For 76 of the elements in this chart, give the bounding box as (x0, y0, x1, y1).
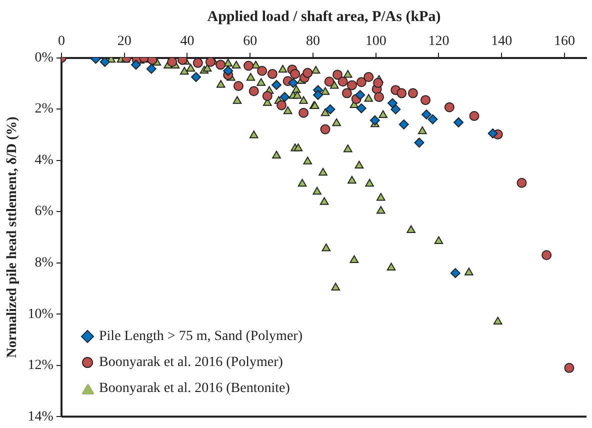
y-tick-label: 6% (34, 204, 54, 220)
x-axis-title: Applied load / shaft area, P/As (kPa) (207, 8, 441, 25)
point (267, 68, 278, 79)
point (450, 268, 460, 278)
x-tick-label: 80 (306, 34, 320, 50)
point (444, 102, 454, 112)
y-tick-label: 4% (34, 152, 54, 168)
point (223, 66, 234, 76)
y-tick-label: 0% (34, 50, 54, 66)
x-tick-label: 100 (365, 34, 386, 50)
point (388, 98, 398, 108)
y-tick-label: 14% (28, 409, 54, 424)
point (298, 108, 309, 118)
point (469, 110, 480, 121)
point (356, 103, 366, 114)
point (332, 70, 342, 80)
point (146, 64, 156, 74)
point (355, 90, 366, 100)
point (488, 128, 498, 138)
y-tick-label: 2% (34, 102, 54, 117)
y-axis-title: Normalized pile head sttlement, δ/D (%) (5, 116, 20, 358)
point (276, 100, 287, 110)
point (390, 104, 401, 114)
legend-label: Boonyarak et al. 2016 (Polymer) (99, 355, 283, 370)
x-tick-label: 140 (491, 34, 512, 50)
point (167, 58, 178, 67)
point (542, 250, 552, 260)
point (100, 58, 110, 67)
point (262, 90, 272, 101)
point (454, 117, 464, 128)
point (280, 92, 290, 102)
legend-label: Boonyarak et al. 2016 (Bentonite) (99, 381, 290, 396)
x-tick-label: 160 (554, 34, 575, 50)
x-tick-label: 20 (117, 34, 132, 50)
point (346, 80, 357, 90)
point (408, 88, 418, 98)
point (338, 76, 348, 87)
point (324, 76, 334, 87)
point (290, 68, 300, 79)
legend-label: Pile Length > 75 m, Sand (Polymer) (99, 329, 302, 344)
point (244, 60, 254, 71)
point (205, 58, 216, 67)
point (302, 68, 313, 78)
point (428, 114, 438, 124)
point (130, 60, 141, 70)
y-tick-label: 8% (34, 256, 54, 270)
point (420, 95, 431, 106)
y-tick-label: 10% (28, 306, 54, 322)
point (398, 119, 409, 130)
x-tick-label: 40 (180, 34, 194, 50)
point (364, 72, 374, 82)
x-tick-label: 60 (243, 34, 258, 50)
point (192, 58, 203, 68)
x-tick-label: 120 (428, 34, 450, 50)
point (248, 86, 259, 96)
point (356, 77, 366, 88)
point (288, 78, 298, 88)
point (216, 60, 226, 70)
point (373, 78, 384, 88)
y-tick-label: 12% (28, 358, 54, 374)
point (233, 80, 244, 91)
point (257, 66, 268, 76)
point (272, 80, 282, 90)
point (313, 90, 324, 100)
x-tick-label: 0 (58, 34, 65, 50)
point (516, 178, 527, 188)
point (374, 92, 384, 102)
point (320, 124, 330, 134)
point (564, 362, 574, 373)
point (342, 88, 352, 98)
point (414, 138, 424, 148)
point (370, 115, 380, 126)
point (325, 104, 336, 114)
point (396, 88, 407, 98)
point (421, 109, 432, 120)
point (191, 72, 202, 82)
